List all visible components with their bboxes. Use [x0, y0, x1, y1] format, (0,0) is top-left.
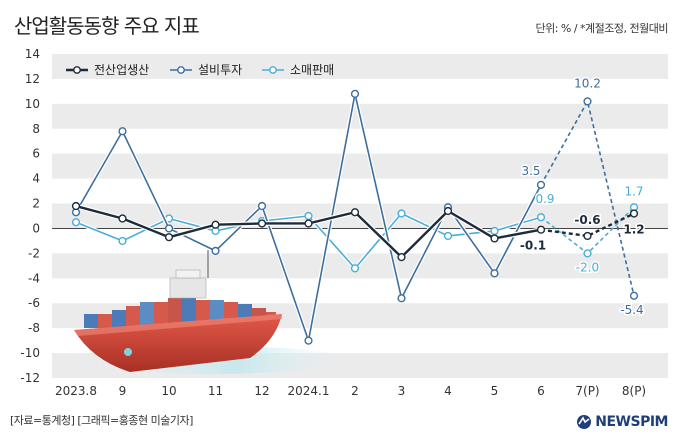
legend: 전산업생산 설비투자 소매판매	[66, 63, 334, 77]
grid-band	[52, 54, 668, 79]
series-2	[71, 203, 639, 273]
data-point	[211, 220, 220, 229]
x-tick-label: 2023.8	[55, 384, 97, 398]
cargo-ship-illustration	[70, 250, 350, 374]
data-point	[164, 224, 174, 233]
y-tick-label: 8	[32, 122, 40, 136]
y-tick-label: 4	[32, 172, 40, 186]
data-label: 3.5	[521, 164, 540, 178]
data-point	[71, 201, 81, 211]
x-tick-label: 4	[444, 384, 452, 398]
x-tick-label: 12	[254, 384, 269, 398]
data-point	[350, 89, 360, 98]
data-label: 1.2	[623, 223, 644, 237]
legend-item: 소매판매	[262, 63, 334, 77]
data-point	[443, 206, 453, 216]
data-label: -0.6	[574, 213, 600, 227]
data-point	[164, 233, 174, 242]
legend-marker	[269, 66, 277, 74]
series-0	[71, 201, 639, 262]
data-point	[118, 127, 127, 136]
data-point	[583, 97, 592, 106]
y-tick-label: -12	[20, 371, 40, 385]
x-tick-label: 6	[537, 384, 545, 398]
y-tick-label: -4	[28, 271, 40, 285]
x-tick-label: 5	[491, 384, 499, 398]
x-tick-label: 7(P)	[575, 384, 599, 398]
data-point	[304, 211, 313, 221]
source-credit: [자료=통계청] [그래픽=홍종현 미술기자]	[10, 414, 193, 427]
y-tick-label: -2	[28, 246, 40, 260]
data-point	[71, 218, 81, 227]
grid-band	[52, 253, 668, 279]
legend-item: 설비투자	[170, 63, 242, 77]
data-label: 1.7	[624, 184, 643, 198]
series-line-preliminary	[540, 212, 635, 238]
data-point	[304, 336, 313, 345]
data-point	[397, 209, 406, 218]
data-point	[350, 208, 360, 217]
data-point	[490, 226, 499, 236]
legend-item: 전산업생산	[66, 63, 149, 77]
y-tick-label: 2	[32, 197, 40, 211]
data-point	[536, 213, 546, 222]
y-tick-label: -6	[28, 296, 40, 310]
data-point	[257, 219, 267, 228]
unit-note: 단위: % / *계절조정, 전월대비	[535, 22, 668, 35]
data-point	[583, 249, 592, 258]
legend-label: 전산업생산	[94, 63, 149, 77]
data-point	[118, 236, 127, 246]
x-tick-label: 3	[398, 384, 406, 398]
y-tick-label: 12	[25, 72, 40, 86]
y-tick-label: 10	[25, 97, 40, 111]
data-point	[350, 264, 360, 273]
logo-text: NEWSPIM	[595, 414, 668, 430]
x-tick-label: 2	[351, 384, 359, 398]
series-1	[71, 89, 639, 345]
data-point	[536, 180, 546, 189]
data-point	[629, 291, 639, 300]
data-point	[490, 269, 499, 278]
data-label: -2.0	[576, 260, 599, 274]
y-tick-label: 14	[25, 47, 40, 61]
legend-marker	[73, 66, 81, 74]
data-label: -0.1	[520, 239, 546, 253]
data-point	[536, 225, 546, 234]
data-point	[304, 219, 313, 228]
data-labels: 3.5 0.9 -0.1 10.2 -0.6 -2.0 1.7 1.2 -5.4	[518, 75, 646, 318]
data-point	[443, 231, 453, 241]
data-point	[211, 246, 220, 255]
x-tick-label: 9	[119, 384, 127, 398]
data-label: -5.4	[620, 303, 643, 317]
legend-label: 소매판매	[290, 63, 334, 77]
x-tick-label: 8(P)	[622, 384, 646, 398]
grid-band	[52, 153, 668, 179]
y-tick-label: 6	[32, 147, 40, 161]
data-point	[397, 253, 406, 262]
data-point	[118, 214, 127, 223]
data-point	[397, 294, 406, 303]
newspim-logo[interactable]: NEWSPIM	[576, 414, 668, 430]
y-axis: 14 12 10 8 6 4 2 0 -2 -4 -6 -8 -10 -12	[20, 47, 40, 385]
x-tick-label: 10	[161, 384, 176, 398]
chart-title: 산업활동동향 주요 지표	[14, 14, 200, 38]
logo-icon	[577, 415, 592, 429]
x-tick-label: 2024.1	[288, 384, 330, 398]
legend-marker	[177, 66, 185, 74]
data-point	[490, 234, 499, 243]
y-tick-label: -8	[28, 321, 40, 335]
legend-label: 설비투자	[198, 63, 242, 77]
data-point	[583, 231, 592, 241]
data-point	[629, 209, 639, 218]
x-axis: 2023.8 9 10 11 12 2024.1 2 3 4 5 6 7(P) 8(P)	[55, 384, 646, 398]
data-point	[257, 201, 267, 211]
series-group	[71, 89, 639, 345]
y-tick-label: 0	[32, 221, 40, 235]
data-label: 10.2	[574, 76, 601, 90]
y-tick-label: -10	[20, 346, 40, 360]
series-line-preliminary	[540, 100, 635, 296]
x-tick-label: 11	[208, 384, 223, 398]
data-label: 0.9	[535, 192, 554, 206]
